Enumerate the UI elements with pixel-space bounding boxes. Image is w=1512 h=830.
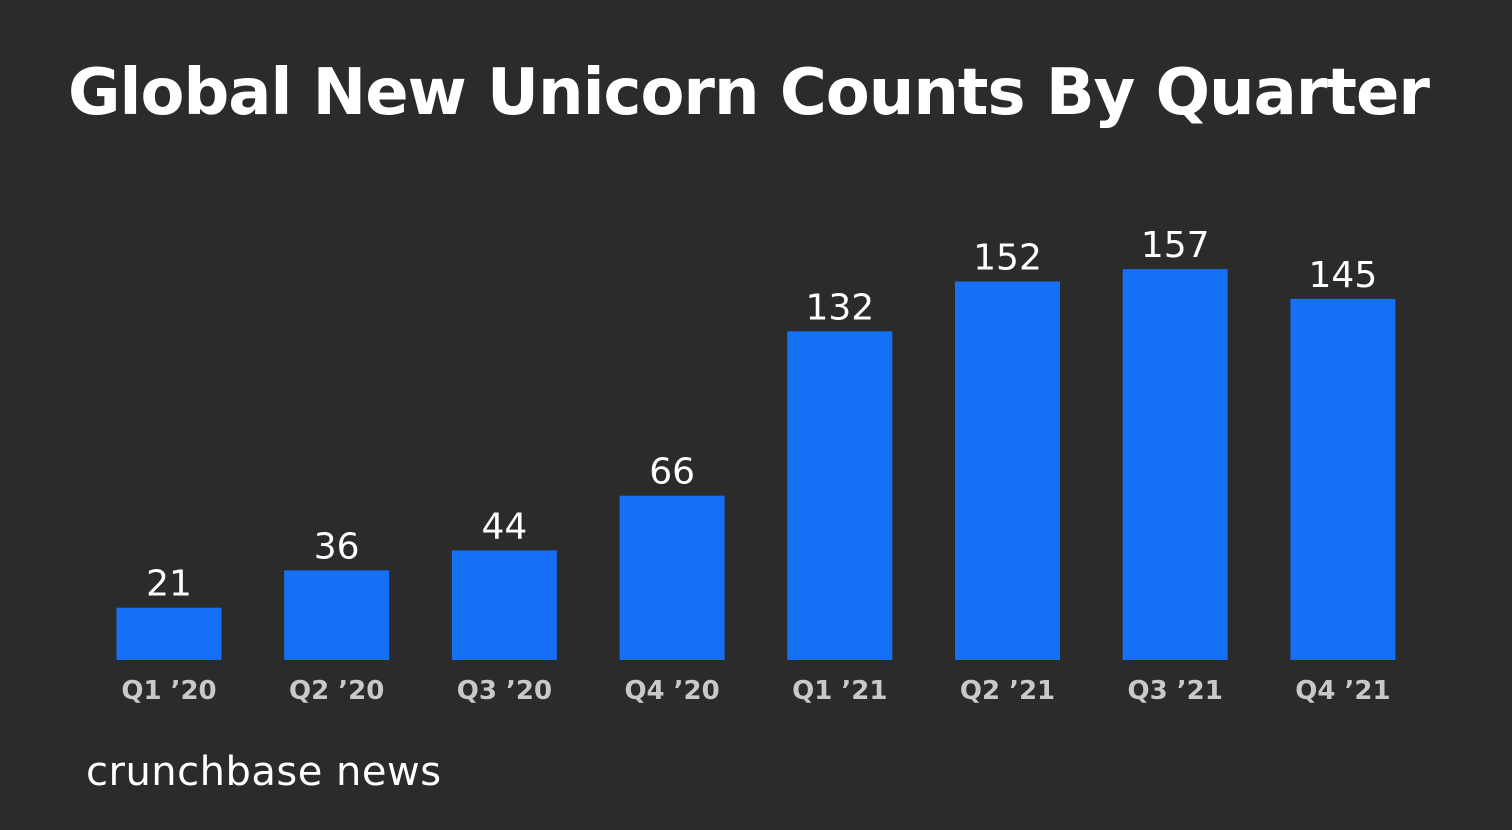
bar-value-label: 66 (649, 452, 695, 493)
bar (787, 331, 893, 660)
bar (955, 281, 1060, 660)
x-tick-label: Q4 ’20 (624, 676, 719, 706)
x-tick-label: Q1 ’21 (792, 676, 887, 706)
x-tick-label: Q4 ’21 (1295, 676, 1390, 706)
bar-value-label: 21 (146, 564, 192, 605)
x-tick-label: Q3 ’21 (1128, 676, 1223, 706)
x-tick-label: Q2 ’20 (289, 676, 384, 706)
crunchbase-news-logo: crunchbase news (86, 749, 442, 795)
x-tick-label: Q1 ’20 (121, 676, 216, 706)
bar (619, 495, 725, 660)
bar-value-label: 44 (481, 506, 527, 547)
x-tick-label: Q3 ’20 (457, 676, 552, 706)
bar (1290, 298, 1396, 660)
bar (1122, 269, 1228, 660)
bar (116, 607, 222, 660)
bar (284, 570, 390, 660)
chart-title: Global New Unicorn Counts By Quarter (68, 56, 1430, 130)
bar-value-label: 152 (973, 238, 1042, 279)
bar (451, 550, 557, 660)
bar-value-label: 157 (1141, 225, 1210, 266)
bar-value-label: 132 (805, 287, 874, 328)
bar-value-label: 36 (314, 526, 360, 567)
bar-value-label: 145 (1309, 255, 1378, 296)
x-tick-label: Q2 ’21 (960, 676, 1055, 706)
